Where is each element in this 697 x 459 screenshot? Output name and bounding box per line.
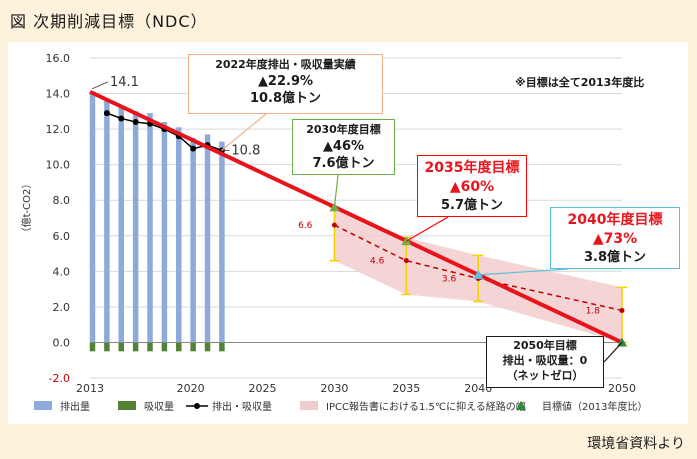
emission-bar	[89, 91, 96, 343]
emission-bar	[104, 100, 110, 343]
source-note: 環境省資料より	[587, 436, 685, 452]
callout-2022-title: 2022年度排出・吸収量実績	[215, 58, 356, 71]
callout-2035-title: 2035年度目標	[424, 160, 520, 176]
data-label: 10.8	[231, 143, 260, 158]
absorption-bar	[89, 342, 96, 352]
baseline-note: ※目標は全て2013年度比	[515, 76, 645, 89]
net-emission-point	[132, 119, 139, 125]
legend-label: IPCC報告書における1.5℃に抑える経路の幅	[326, 400, 526, 413]
callout-2035-percent: ▲60%	[449, 178, 495, 195]
y-tick-label: 10.0	[46, 159, 71, 172]
absorption-bar	[118, 342, 125, 352]
net-emission-point	[118, 115, 125, 122]
x-tick-label: 2040	[464, 382, 492, 395]
legend-label: 目標値（2013年度比）	[542, 400, 647, 413]
callout-2022-amount: 10.8億トン	[249, 91, 322, 107]
legend-swatch	[34, 401, 52, 410]
emission-bar	[132, 111, 139, 343]
callout-2050-net: 排出・吸収量：0	[502, 353, 588, 367]
y-axis-label: （億t-CO2）	[20, 179, 33, 238]
y-tick-label: 4.0	[53, 265, 71, 278]
y-tick-label: 16.0	[46, 52, 71, 65]
emission-bar	[147, 113, 153, 343]
figure-title: 図 次期削減目標（NDC）	[10, 12, 208, 31]
callout-2030: 2030年度目標 ▲46% 7.6億トン	[292, 119, 395, 175]
callout-pointer	[406, 216, 449, 242]
callout-2030-amount: 7.6億トン	[312, 156, 375, 172]
plot-area: 16.0 14.0 12.0 10.0 8.0 6.0 4.0 2.0 0.0 -2.0 （億t-C…	[8, 42, 688, 424]
y-tick-label: 6.0	[53, 230, 71, 243]
callout-pointer	[603, 342, 623, 363]
absorption-bar	[190, 342, 196, 352]
legend-label: 吸収量	[144, 401, 174, 413]
emission-bar	[176, 127, 182, 343]
callout-pointer	[333, 174, 339, 208]
chart-svg: 16.0 14.0 12.0 10.0 8.0 6.0 4.0 2.0 0.0 -2.0 （億t-C…	[20, 52, 647, 413]
callout-2035-amount: 5.7億トン	[440, 197, 504, 213]
legend-swatch	[118, 401, 136, 410]
y-tick-label: -2.0	[49, 372, 70, 385]
emission-bar	[219, 141, 225, 343]
x-tick-label: 2020	[177, 382, 205, 395]
callout-2022: 2022年度排出・吸収量実績 ▲22.9% 10.8億トン	[188, 54, 383, 114]
x-tick-label: 2013	[76, 382, 104, 395]
net-emission-point	[190, 145, 197, 152]
ipcc-median-point	[331, 222, 337, 228]
callout-2035: 2035年度目標 ▲60% 5.7億トン	[417, 155, 527, 217]
callout-2040-amount: 3.8億トン	[583, 249, 647, 265]
callout-2040: 2040年度目標 ▲73% 3.8億トン	[550, 207, 680, 269]
absorption-bar	[132, 342, 139, 352]
callout-2050-title: 2050年目標	[513, 339, 577, 352]
callout-pointer	[221, 113, 267, 151]
absorption-bar	[176, 342, 182, 352]
absorption-bar	[204, 342, 211, 352]
net-emission-point	[103, 110, 110, 117]
absorption-bar	[147, 342, 153, 352]
data-label: 3.6	[442, 274, 457, 284]
x-tick-label: 2025	[249, 382, 277, 395]
target-trend-line	[89, 89, 623, 345]
callout-2040-title: 2040年度目標	[567, 212, 663, 228]
data-label: 4.6	[370, 257, 385, 267]
callout-2030-title: 2030年度目標	[306, 123, 381, 136]
ipcc-median-point	[403, 258, 409, 264]
callout-2040-percent: ▲73%	[592, 230, 638, 247]
y-tick-label: 2.0	[53, 301, 71, 314]
data-label: 14.1	[110, 75, 139, 90]
legend-label: 排出・吸収量	[212, 400, 272, 413]
callout-pointer	[478, 268, 569, 276]
emission-bar	[190, 138, 196, 343]
legend-swatch	[516, 401, 526, 410]
data-label: 1.8	[586, 306, 601, 316]
legend-swatch	[300, 401, 318, 410]
ipcc-median-point	[619, 307, 625, 313]
emission-bar	[161, 122, 168, 343]
data-label: 6.6	[298, 221, 313, 231]
callout-2050-note: （ネットゼロ）	[506, 368, 584, 382]
absorption-bar	[161, 342, 168, 352]
callout-2050: 2050年目標 排出・吸収量：0 （ネットゼロ）	[486, 336, 604, 388]
absorption-bar	[104, 342, 110, 352]
callout-2030-percent: ▲46%	[322, 138, 365, 154]
callout-2022-percent: ▲22.9%	[257, 73, 314, 89]
y-tick-label: 12.0	[46, 123, 71, 136]
x-tick-label: 2030	[320, 382, 348, 395]
emission-bar	[204, 134, 211, 343]
x-tick-label: 2035	[392, 382, 420, 395]
legend-label: 排出量	[60, 400, 90, 413]
legend-swatch-dot	[194, 403, 200, 409]
emission-bar	[118, 107, 125, 343]
target-marker	[617, 337, 627, 347]
label-leader	[91, 81, 109, 90]
y-tick-label: 14.0	[46, 88, 71, 101]
x-tick-label: 2050	[608, 382, 636, 395]
y-tick-label: 0.0	[53, 336, 71, 349]
absorption-bar	[219, 342, 225, 352]
ipcc-median-line	[334, 224, 623, 312]
y-tick-label: 8.0	[53, 194, 71, 207]
